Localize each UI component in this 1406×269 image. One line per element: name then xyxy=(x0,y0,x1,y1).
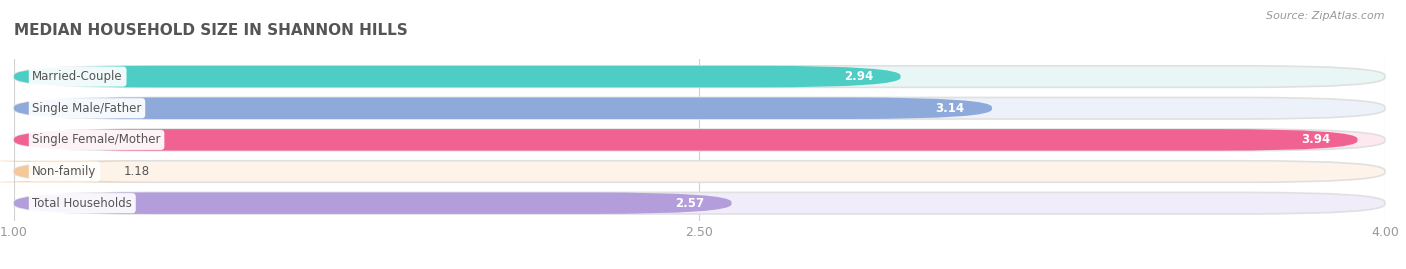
Text: Single Male/Father: Single Male/Father xyxy=(32,102,142,115)
Text: MEDIAN HOUSEHOLD SIZE IN SHANNON HILLS: MEDIAN HOUSEHOLD SIZE IN SHANNON HILLS xyxy=(14,23,408,38)
FancyBboxPatch shape xyxy=(0,161,153,182)
Text: 2.94: 2.94 xyxy=(844,70,873,83)
Text: Non-family: Non-family xyxy=(32,165,97,178)
FancyBboxPatch shape xyxy=(14,97,993,119)
FancyBboxPatch shape xyxy=(14,97,1385,119)
FancyBboxPatch shape xyxy=(14,192,731,214)
FancyBboxPatch shape xyxy=(14,66,1385,87)
FancyBboxPatch shape xyxy=(14,129,1385,151)
FancyBboxPatch shape xyxy=(14,129,1358,151)
Text: 2.57: 2.57 xyxy=(675,197,704,210)
Text: 3.94: 3.94 xyxy=(1301,133,1330,146)
Text: Source: ZipAtlas.com: Source: ZipAtlas.com xyxy=(1267,11,1385,21)
Text: 3.14: 3.14 xyxy=(935,102,965,115)
Text: Married-Couple: Married-Couple xyxy=(32,70,122,83)
Text: 1.18: 1.18 xyxy=(124,165,150,178)
FancyBboxPatch shape xyxy=(14,192,1385,214)
FancyBboxPatch shape xyxy=(14,161,1385,182)
FancyBboxPatch shape xyxy=(14,66,901,87)
Text: Single Female/Mother: Single Female/Mother xyxy=(32,133,160,146)
Text: Total Households: Total Households xyxy=(32,197,132,210)
